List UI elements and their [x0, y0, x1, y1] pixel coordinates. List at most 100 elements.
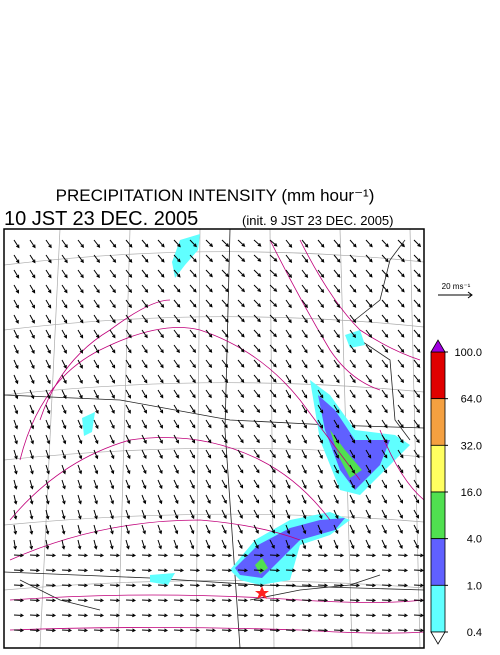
wind-arrow	[269, 314, 278, 323]
wind-arrow	[205, 314, 213, 323]
wind-arrow	[301, 374, 308, 384]
wind-arrow	[157, 509, 163, 520]
wind-arrow	[157, 628, 169, 633]
wind-arrow	[301, 449, 307, 459]
wind-arrow	[317, 613, 329, 618]
wind-arrow	[93, 389, 99, 399]
wind-arrow	[205, 539, 211, 550]
wind-arrow	[157, 404, 164, 414]
longitude-line	[39, 228, 61, 649]
wind-arrow	[285, 568, 297, 573]
wind-arrow	[221, 434, 228, 444]
wind-arrow	[285, 284, 292, 294]
wind-arrow	[221, 628, 233, 633]
wind-arrow	[189, 509, 195, 520]
wind-arrow	[109, 509, 114, 520]
wind-arrow	[237, 568, 249, 573]
wind-arrow	[349, 598, 361, 603]
wind-arrow	[301, 583, 313, 588]
wind-arrow	[269, 359, 277, 368]
wind-arrow	[333, 494, 339, 505]
wind-arrow	[205, 374, 212, 384]
wind-arrow	[365, 419, 372, 429]
wind-arrow	[189, 344, 197, 353]
wind-arrow	[157, 284, 165, 293]
wind-arrow	[253, 509, 259, 519]
wind-arrow	[157, 583, 169, 588]
wind-arrow	[301, 329, 308, 339]
wind-arrow	[109, 434, 115, 445]
wind-arrow	[317, 598, 329, 603]
contour	[19, 327, 361, 481]
wind-arrow	[349, 359, 356, 369]
wind-arrow	[189, 389, 196, 399]
wind-arrow	[221, 314, 229, 323]
wind-arrow	[221, 269, 229, 278]
wind-arrow	[141, 583, 153, 588]
wind-arrow	[173, 464, 179, 474]
wind-arrow	[93, 404, 99, 415]
wind-arrow	[125, 449, 131, 460]
wind-arrow	[253, 464, 260, 474]
wind-arrow	[333, 553, 345, 558]
wind-arrow	[93, 299, 100, 309]
wind-arrow	[173, 359, 180, 369]
wind-arrow	[45, 553, 57, 558]
wind-arrow	[301, 389, 308, 399]
colorbar-label: 64.0	[461, 394, 482, 406]
wind-arrow	[381, 374, 388, 384]
wind-arrow	[189, 284, 197, 293]
wind-arrow	[333, 568, 345, 573]
wind-arrow	[221, 404, 228, 414]
wind-arrow	[269, 583, 281, 588]
wind-arrow	[269, 374, 277, 383]
wind-arrow	[285, 359, 292, 369]
wind-arrow	[301, 404, 308, 414]
wind-arrow	[125, 329, 132, 339]
wind-arrow	[413, 539, 419, 549]
wind-arrow	[397, 598, 409, 603]
wind-arrow	[13, 509, 18, 520]
wind-scale-label: 20 ms⁻¹	[442, 282, 471, 291]
wind-arrow	[413, 568, 425, 573]
wind-arrow	[397, 553, 409, 558]
wind-arrow	[61, 553, 73, 558]
wind-arrow	[413, 464, 420, 474]
wind-arrow	[397, 329, 405, 338]
wind-arrow	[205, 359, 213, 368]
wind-arrow	[29, 494, 34, 505]
wind-arrow	[189, 449, 195, 459]
wind-arrow	[29, 374, 35, 385]
wind-arrow	[285, 583, 297, 588]
wind-arrow	[29, 449, 34, 460]
wind-arrow	[45, 509, 50, 520]
wind-arrow	[333, 509, 339, 520]
wind-arrow	[365, 464, 371, 474]
wind-arrow	[317, 389, 324, 399]
wind-arrow	[237, 239, 246, 247]
wind-arrow	[109, 284, 116, 294]
pressure-contours	[9, 239, 425, 634]
wind-arrow	[205, 449, 212, 459]
coastline	[19, 239, 411, 611]
wind-arrow	[93, 494, 98, 505]
wind-arrow	[285, 299, 292, 309]
wind-arrow	[205, 269, 213, 278]
wind-arrow	[349, 539, 355, 550]
wind-arrow	[381, 344, 389, 353]
wind-arrow	[61, 419, 67, 430]
wind-arrow	[413, 284, 421, 293]
wind-arrow	[349, 568, 361, 573]
wind-arrow	[141, 449, 147, 460]
wind-arrow	[269, 464, 276, 474]
wind-arrow	[413, 553, 425, 558]
colorbar-label: 100.0	[454, 347, 482, 359]
rain-area	[82, 412, 95, 436]
wind-arrow	[381, 359, 389, 369]
wind-arrow	[61, 539, 66, 550]
wind-arrow	[109, 613, 121, 618]
wind-arrow	[173, 494, 179, 505]
wind-arrow	[61, 374, 67, 384]
wind-arrow	[45, 359, 51, 369]
wind-arrow	[381, 509, 387, 519]
